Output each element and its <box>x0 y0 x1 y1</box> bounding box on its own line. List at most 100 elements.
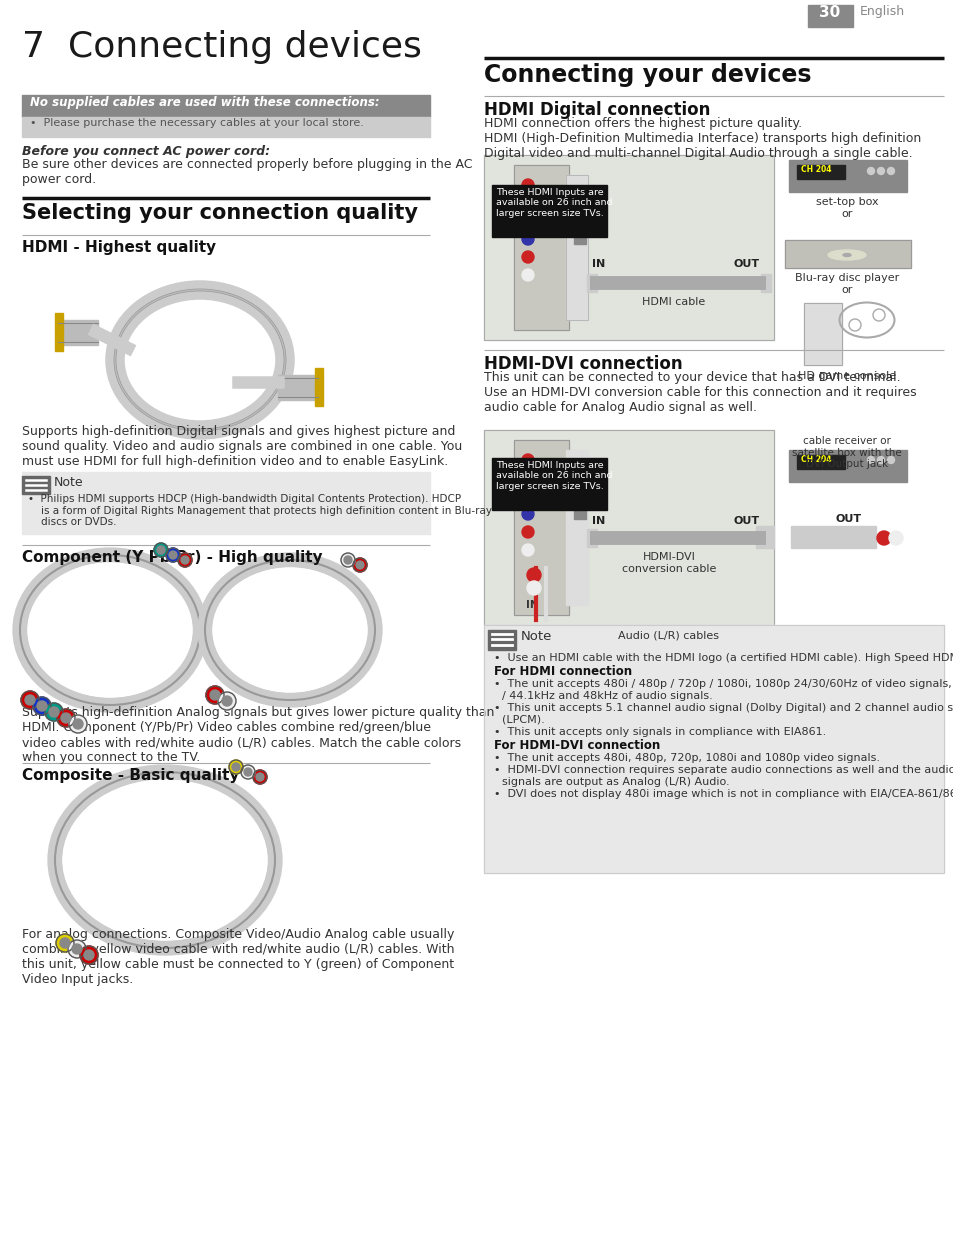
Circle shape <box>181 556 189 564</box>
Bar <box>803 303 841 366</box>
Bar <box>574 212 585 222</box>
Text: CH 204: CH 204 <box>801 165 831 174</box>
Text: Component (Y Pb Pr) - High quality: Component (Y Pb Pr) - High quality <box>22 550 322 564</box>
Circle shape <box>178 553 192 567</box>
Text: •  This unit accepts only signals in compliance with EIA861.: • This unit accepts only signals in comp… <box>494 727 825 737</box>
Bar <box>483 625 943 873</box>
Circle shape <box>157 546 165 555</box>
Circle shape <box>37 701 47 711</box>
Text: This unit can be connected to your device that has a DVI terminal.
Use an HDMI-D: This unit can be connected to your devic… <box>483 370 916 414</box>
Circle shape <box>80 946 98 965</box>
Circle shape <box>253 769 267 784</box>
Text: OUT: OUT <box>733 516 760 526</box>
Bar <box>807 5 852 27</box>
Text: •  This unit accepts 5.1 channel audio signal (Dolby Digital) and 2 channel audi: • This unit accepts 5.1 channel audio si… <box>494 703 953 713</box>
Text: (LPCM).: (LPCM). <box>501 715 544 725</box>
Text: HD game console: HD game console <box>797 370 895 382</box>
Bar <box>803 303 841 366</box>
Circle shape <box>888 531 902 545</box>
Bar <box>58 320 98 345</box>
Circle shape <box>876 531 890 545</box>
Bar <box>574 190 585 200</box>
Text: 30: 30 <box>819 5 840 20</box>
Circle shape <box>244 768 252 776</box>
Text: CH 204: CH 204 <box>801 454 831 464</box>
Bar <box>565 175 587 320</box>
Text: •  Philips HDMI supports HDCP (High-bandwidth Digital Contents Protection). HDCP: • Philips HDMI supports HDCP (High-bandw… <box>28 494 492 527</box>
Text: Supports high-definition Digital signals and gives highest picture and
sound qua: Supports high-definition Digital signals… <box>22 425 462 468</box>
Text: Blu-ray disc player
or: Blu-ray disc player or <box>794 273 898 295</box>
Circle shape <box>222 697 232 706</box>
Text: Be sure other devices are connected properly before plugging in the AC
power cor: Be sure other devices are connected prop… <box>22 158 472 186</box>
Bar <box>790 526 875 548</box>
Bar <box>784 240 910 268</box>
Bar <box>22 117 430 137</box>
Text: IN: IN <box>525 600 538 610</box>
Text: English: English <box>859 5 904 19</box>
Text: For HDMI-DVI connection: For HDMI-DVI connection <box>494 739 659 752</box>
Circle shape <box>521 526 534 538</box>
Text: Supports high-definition Analog signals but gives lower picture quality than
HDM: Supports high-definition Analog signals … <box>22 706 494 764</box>
Text: Before you connect AC power cord:: Before you connect AC power cord: <box>22 144 270 158</box>
Text: IN: IN <box>592 516 604 526</box>
Text: For analog connections. Composite Video/Audio Analog cable usually
combine a yel: For analog connections. Composite Video/… <box>22 927 454 986</box>
Circle shape <box>886 168 894 174</box>
Text: 7  Connecting devices: 7 Connecting devices <box>22 30 421 64</box>
Bar <box>483 430 773 625</box>
Circle shape <box>521 508 534 520</box>
Bar <box>492 185 606 237</box>
Bar <box>784 240 910 268</box>
Text: signals are output as Analog (L/R) Audio.: signals are output as Analog (L/R) Audio… <box>501 777 729 787</box>
Text: Note: Note <box>520 630 552 643</box>
Text: No supplied cables are used with these connections:: No supplied cables are used with these c… <box>30 96 379 109</box>
Circle shape <box>69 715 87 734</box>
Bar <box>514 165 568 330</box>
Circle shape <box>49 706 59 718</box>
Circle shape <box>25 695 35 705</box>
Bar <box>586 529 597 547</box>
Circle shape <box>886 457 894 463</box>
Bar <box>483 430 773 625</box>
Bar <box>55 312 63 351</box>
Text: HDMI-DVI
conversion cable: HDMI-DVI conversion cable <box>621 552 716 573</box>
Bar <box>277 375 317 400</box>
Text: For HDMI connection: For HDMI connection <box>494 664 632 678</box>
Circle shape <box>521 543 534 556</box>
Circle shape <box>521 198 534 209</box>
Bar <box>574 487 585 496</box>
Circle shape <box>218 692 235 710</box>
Circle shape <box>229 760 243 774</box>
Text: HDMI connection offers the highest picture quality.
HDMI (High-Definition Multim: HDMI connection offers the highest pictu… <box>483 117 921 161</box>
Circle shape <box>84 950 94 960</box>
Text: HDMI Digital connection: HDMI Digital connection <box>483 101 710 119</box>
Text: OUT: OUT <box>733 259 760 269</box>
Bar <box>483 156 773 340</box>
Text: •  DVI does not display 480i image which is not in compliance with EIA/CEA-861/8: • DVI does not display 480i image which … <box>494 789 953 799</box>
Circle shape <box>877 168 883 174</box>
Bar <box>755 526 773 548</box>
Text: HDMI cable: HDMI cable <box>641 296 705 308</box>
Bar <box>788 450 906 482</box>
Text: Note: Note <box>54 475 84 489</box>
Circle shape <box>521 215 534 227</box>
Text: •  Use an HDMI cable with the HDMI logo (a certified HDMI cable). High Speed HDM: • Use an HDMI cable with the HDMI logo (… <box>494 653 953 663</box>
Circle shape <box>521 179 534 191</box>
Circle shape <box>521 454 534 466</box>
Circle shape <box>241 764 254 779</box>
Circle shape <box>521 472 534 484</box>
Text: Audio (L/R) cables: Audio (L/R) cables <box>618 630 719 640</box>
Circle shape <box>526 568 540 582</box>
Text: •  HDMI-DVI connection requires separate audio connections as well and the audio: • HDMI-DVI connection requires separate … <box>494 764 953 776</box>
Circle shape <box>61 713 71 722</box>
Bar <box>314 368 323 406</box>
Circle shape <box>45 703 63 721</box>
Circle shape <box>169 551 177 559</box>
Circle shape <box>73 719 83 729</box>
Bar <box>574 466 585 475</box>
Ellipse shape <box>213 568 367 692</box>
Bar <box>22 472 430 534</box>
Bar <box>22 475 50 494</box>
Circle shape <box>353 558 367 572</box>
Ellipse shape <box>63 781 267 940</box>
Bar <box>565 175 587 320</box>
